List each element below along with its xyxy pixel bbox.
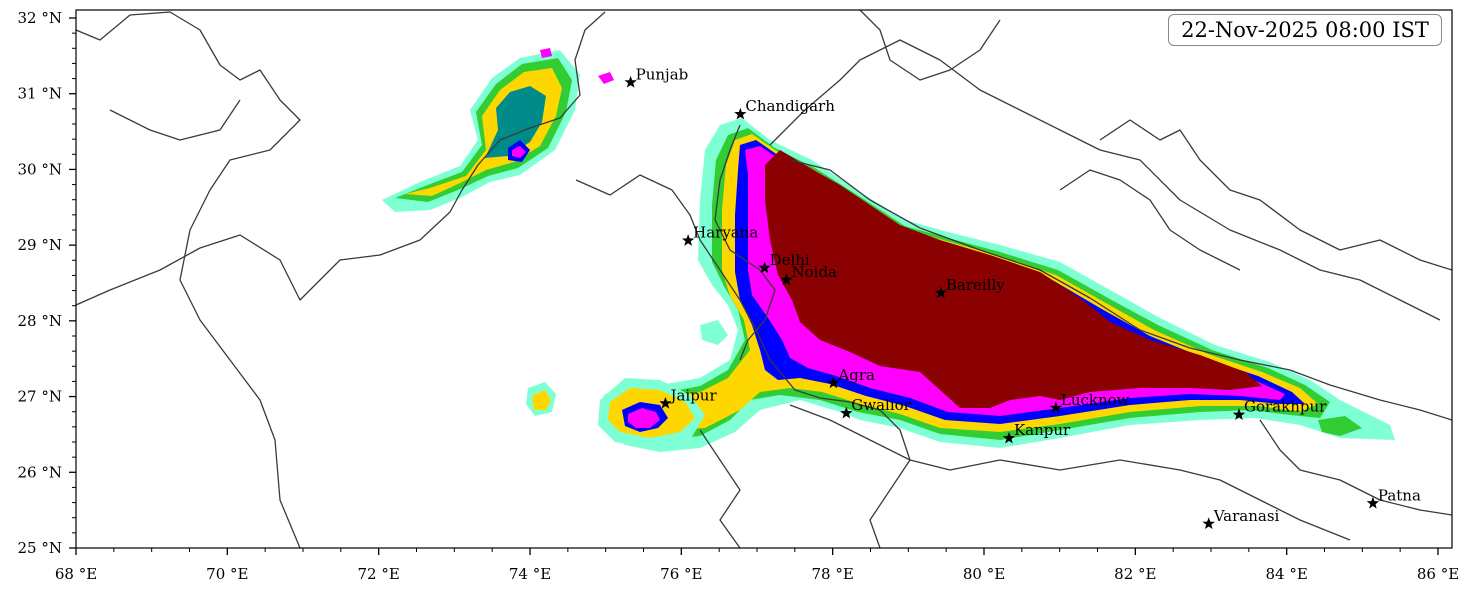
city-star-icon: [734, 107, 747, 120]
city-star-icon: [624, 75, 637, 88]
border-haryana: [714, 124, 776, 361]
border-up-north: [769, 39, 1441, 321]
x-tick-label: 82 °E: [1114, 565, 1156, 583]
city-star-icon: [682, 234, 695, 246]
border-nepal-inner: [1059, 169, 1241, 271]
city-star-icon: [1232, 408, 1246, 420]
border-west-1: [76, 11, 301, 548]
y-tick-label: 32 °N: [18, 9, 62, 27]
patch3-level8: [598, 72, 614, 84]
city-label: Patna: [1378, 486, 1421, 504]
punjab-level8: [512, 146, 526, 158]
admin-borders: [76, 10, 1452, 548]
city-star-icon: [1366, 496, 1380, 509]
y-tick-label: 25 °N: [18, 539, 62, 557]
main-level9: [765, 150, 1262, 408]
x-tick-label: 74 °E: [509, 565, 551, 583]
city-label: Noida: [792, 263, 838, 281]
border-pakistan: [76, 11, 606, 306]
city-label: Varanasi: [1213, 507, 1280, 525]
city-star-icon: [758, 261, 771, 274]
city-star-icon: [659, 396, 672, 409]
border-west-2: [109, 99, 241, 141]
y-tick-label: 31 °N: [18, 85, 62, 103]
border-mp: [699, 429, 741, 548]
field-punjab-plume: [382, 50, 580, 212]
y-tick-label: 26 °N: [18, 463, 62, 481]
border-up-south: [789, 404, 1351, 541]
jaipur-level8: [628, 408, 660, 428]
x-tick-label: 72 °E: [358, 565, 400, 583]
city-label: Chandigarh: [745, 97, 835, 115]
border-east: [1099, 119, 1452, 271]
timestamp-label: 22-Nov-2025 08:00 IST: [1168, 14, 1442, 46]
city-star-icon: [1049, 401, 1063, 414]
border-northeast-hills: [859, 10, 1001, 81]
x-tick-label: 86 °E: [1417, 565, 1459, 583]
city-label: Haryana: [693, 224, 758, 242]
y-tick-label: 29 °N: [18, 236, 62, 254]
x-tick-label: 78 °E: [812, 565, 854, 583]
city-label: Agra: [837, 366, 875, 384]
border-nepal: [789, 159, 1452, 421]
patch-level4: [532, 390, 551, 410]
field-main-plume: [598, 118, 1395, 452]
x-axis: 68 °E 70 °E 72 °E 74 °E 76 °E 78 °E 80 °E 82 °E…: [55, 548, 1459, 583]
y-tick-label: 30 °N: [18, 160, 62, 178]
x-tick-label: 80 °E: [963, 565, 1005, 583]
y-tick-label: 28 °N: [18, 312, 62, 330]
city-star-icon: [1202, 517, 1215, 529]
city-label: Bareilly: [946, 276, 1005, 294]
x-tick-label: 84 °E: [1266, 565, 1308, 583]
x-tick-label: 70 °E: [206, 565, 248, 583]
y-axis: 32 °N 31 °N 30 °N 29 °N 28 °N 27 °N 26 °N 25 °N: [18, 9, 76, 557]
patch5-level8: [540, 48, 552, 58]
city-label: Gorakhpur: [1244, 398, 1327, 416]
plot-frame: [75, 9, 1453, 549]
patch4-level3: [1318, 416, 1362, 436]
city-star-icon: [827, 376, 840, 389]
city-label: Jaipur: [668, 386, 717, 404]
x-tick-label: 76 °E: [660, 565, 702, 583]
city-label: Lucknow: [1061, 391, 1130, 409]
border-bihar: [1259, 419, 1452, 516]
city-star-icon: [1002, 431, 1016, 444]
patch2-level1: [700, 320, 728, 345]
field-jaipur-patch: [598, 378, 705, 448]
field-small-patches: [526, 48, 1362, 436]
x-tick-label: 68 °E: [55, 565, 97, 583]
city-label: Kanpur: [1014, 421, 1071, 439]
y-tick-label: 27 °N: [18, 388, 62, 406]
city-label: Gwalior: [851, 396, 911, 414]
city-label: Delhi: [770, 251, 810, 269]
city-label: Punjab: [636, 65, 689, 83]
city-star-icon: [840, 406, 853, 419]
city-star-icon: [934, 286, 948, 299]
city-star-icon: [780, 273, 793, 286]
